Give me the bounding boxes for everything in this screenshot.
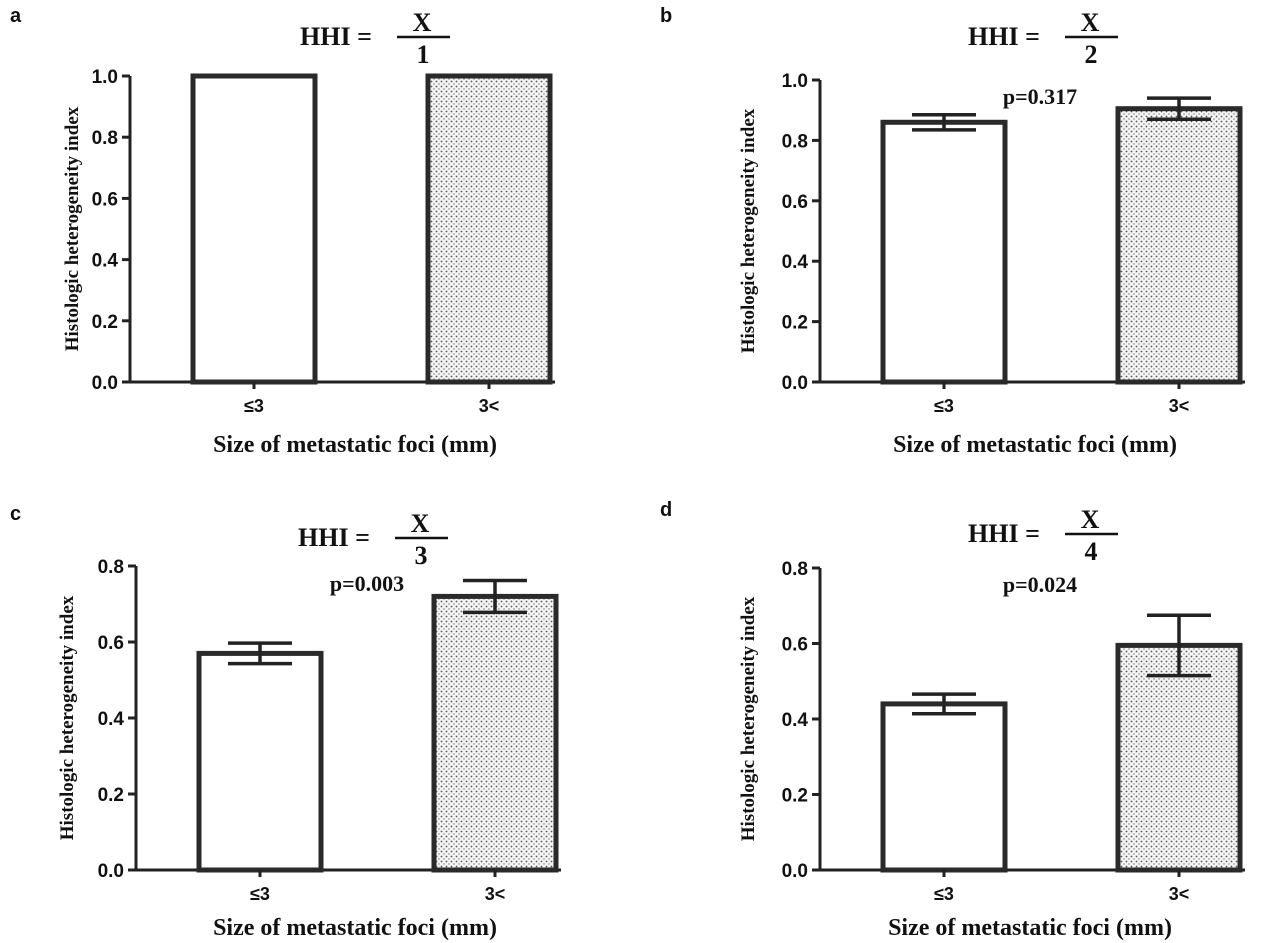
p-value-label: p=0.317 — [1003, 84, 1077, 109]
x-category-label: 3< — [485, 884, 506, 904]
bar-le3 — [196, 650, 324, 873]
y-tick-label: 0.4 — [92, 251, 119, 272]
x-category-label: ≤3 — [244, 396, 264, 416]
hhi-formula: HHI = X 1 — [300, 8, 450, 69]
y-tick-label: 0.6 — [92, 189, 118, 210]
y-tick-label: 0.4 — [782, 710, 809, 731]
x-category-label: ≤3 — [934, 884, 954, 904]
formula-denominator: 3 — [415, 541, 428, 570]
formula-lhs: HHI = — [300, 22, 372, 51]
y-tick-label: 0.6 — [782, 635, 808, 656]
y-tick-label: 0.8 — [98, 557, 124, 578]
formula-numerator: X — [1081, 8, 1100, 37]
chart-panel-b: b HHI = X 2 Histologic heterogeneity index 0.… — [660, 5, 1245, 458]
hhi-formula: HHI = X 2 — [968, 8, 1118, 69]
panel-letter: b — [660, 5, 672, 27]
panel-letter: a — [10, 5, 22, 27]
y-tick-label: 0.8 — [782, 131, 808, 152]
x-axis-label: Size of metastatic foci (mm) — [893, 432, 1177, 458]
y-tick-label: 1.0 — [92, 67, 118, 88]
y-tick-label: 0.0 — [92, 373, 118, 394]
y-axis-label: Histologic heterogeneity index — [62, 106, 83, 351]
bar-gt3 — [1115, 106, 1243, 385]
formula-numerator: X — [1081, 505, 1100, 534]
p-value-label: p=0.003 — [330, 571, 404, 596]
y-tick-label: 0.0 — [782, 861, 808, 882]
y-tick-label: 0.8 — [92, 128, 118, 149]
formula-lhs: HHI = — [968, 519, 1040, 548]
formula-numerator: X — [413, 8, 432, 37]
y-tick-label: 0.6 — [782, 192, 808, 213]
hhi-formula: HHI = X 3 — [298, 509, 448, 570]
y-axis-label: Histologic heterogeneity index — [738, 596, 759, 841]
formula-denominator: 2 — [1085, 40, 1098, 69]
formula-denominator: 1 — [417, 40, 430, 69]
p-value-label: p=0.024 — [1003, 572, 1077, 597]
panel-letter: d — [660, 499, 672, 521]
x-category-label: ≤3 — [250, 884, 270, 904]
x-axis-label: Size of metastatic foci (mm) — [213, 432, 497, 458]
y-tick-label: 0.2 — [782, 786, 808, 807]
x-category-label: 3< — [1169, 884, 1190, 904]
formula-denominator: 4 — [1085, 537, 1098, 566]
y-tick-label: 0.8 — [782, 559, 808, 580]
formula-lhs: HHI = — [968, 22, 1040, 51]
chart-panel-c: c HHI = X 3 Histologic heterogeneity index 0.… — [10, 503, 561, 941]
y-tick-label: 0.0 — [782, 373, 808, 394]
bar-le3 — [190, 73, 318, 385]
panel-letter: c — [10, 503, 21, 525]
y-axis-label: Histologic heterogeneity index — [738, 108, 759, 353]
x-category-label: ≤3 — [934, 396, 954, 416]
hhi-formula: HHI = X 4 — [968, 505, 1118, 566]
y-tick-label: 0.2 — [92, 312, 118, 333]
bar-gt3 — [425, 73, 553, 385]
chart-panel-d: d HHI = X 4 Histologic heterogeneity index 0.… — [660, 499, 1245, 941]
bar-le3 — [880, 701, 1008, 873]
x-category-label: 3< — [1169, 396, 1190, 416]
y-tick-label: 1.0 — [782, 71, 808, 92]
x-category-label: 3< — [479, 396, 500, 416]
bar-gt3 — [431, 593, 559, 873]
y-tick-label: 0.6 — [98, 633, 124, 654]
y-tick-label: 0.2 — [782, 313, 808, 334]
x-axis-label: Size of metastatic foci (mm) — [213, 915, 497, 941]
y-tick-label: 0.4 — [98, 709, 125, 730]
bar-le3 — [880, 119, 1008, 385]
x-axis-label: Size of metastatic foci (mm) — [888, 915, 1172, 941]
y-tick-label: 0.2 — [98, 785, 124, 806]
bar-gt3 — [1115, 642, 1243, 873]
y-tick-label: 0.4 — [782, 252, 809, 273]
y-tick-label: 0.0 — [98, 861, 124, 882]
formula-lhs: HHI = — [298, 523, 370, 552]
formula-numerator: X — [411, 509, 430, 538]
y-axis-label: Histologic heterogeneity index — [57, 595, 78, 840]
chart-panel-a: a HHI = X 1 Histologic heterogeneity index 0.… — [10, 5, 555, 458]
